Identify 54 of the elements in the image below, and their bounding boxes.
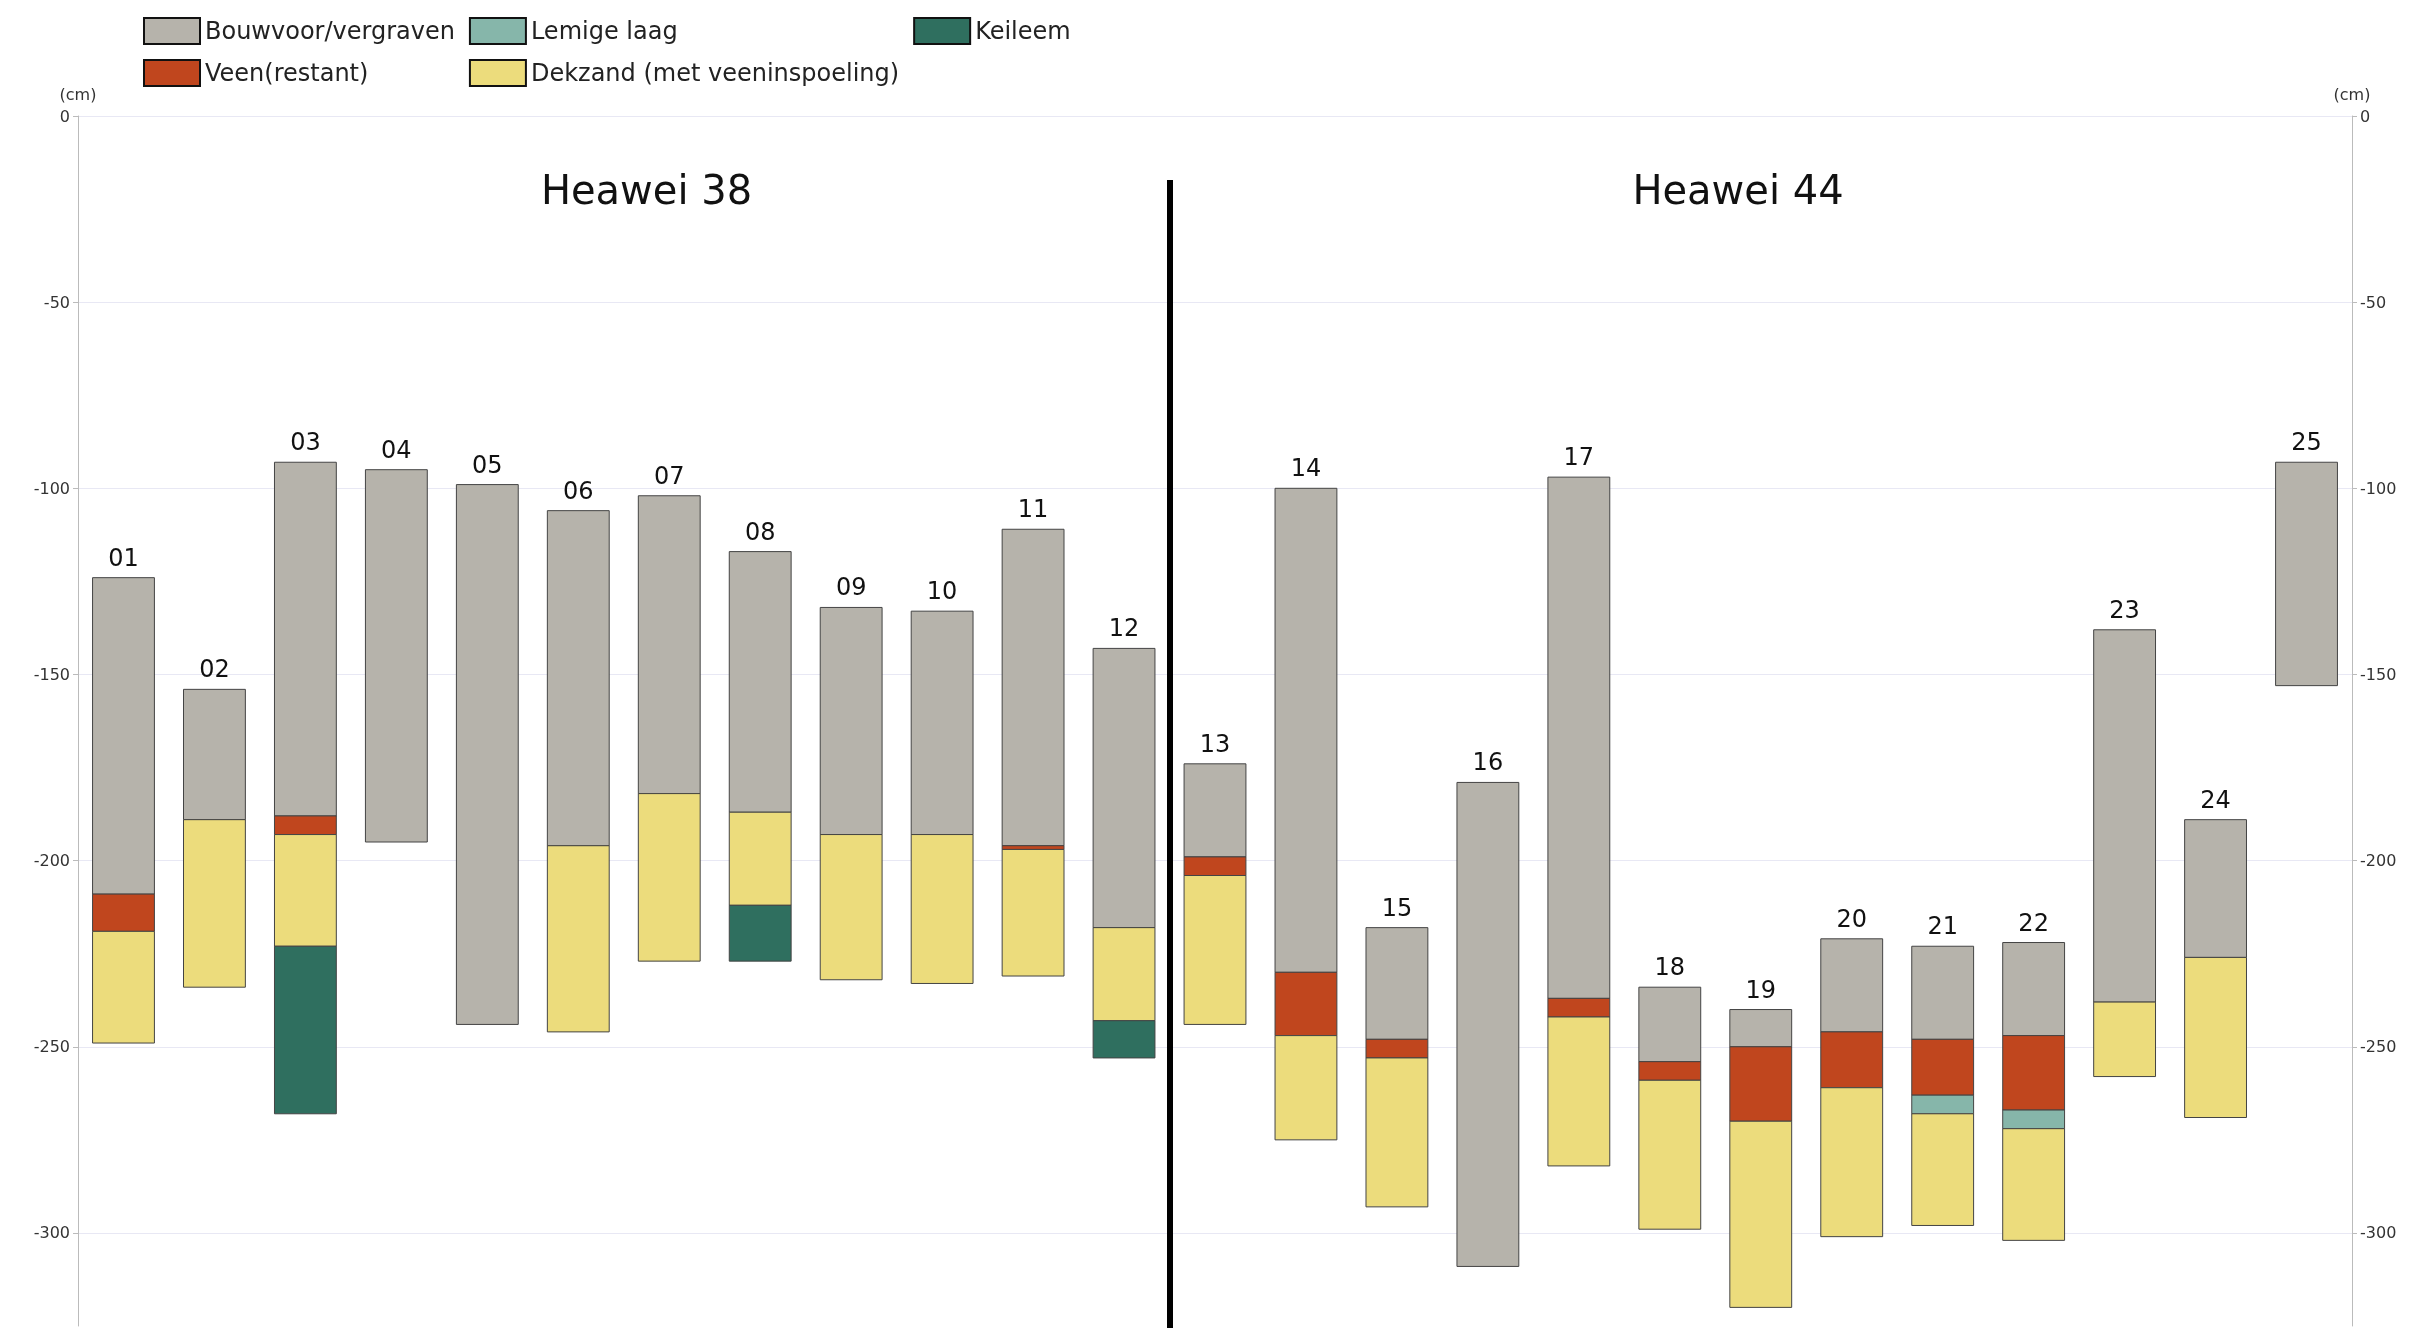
x-tick-label: 13 <box>1199 729 1231 758</box>
x-tick-label: 18 <box>1654 953 1686 982</box>
y-tick-label: -150 <box>33 664 70 684</box>
bar <box>455 484 519 1025</box>
legend-label: Lemige laag <box>530 17 678 45</box>
bar <box>1456 781 1520 1267</box>
x-tick-label: 09 <box>835 573 867 602</box>
y2-axis-title: (cm) <box>2333 84 2371 104</box>
annotation: Heawei 38 <box>540 167 753 214</box>
x-tick-label: 06 <box>563 476 594 505</box>
x-tick-label: 23 <box>2109 595 2140 624</box>
x-tick-label: 25 <box>2291 428 2322 457</box>
legend-label: Dekzand (met veeninspoeling) <box>530 59 900 87</box>
y2-tick-label: -100 <box>2360 478 2397 498</box>
x-tick-label: 19 <box>1745 975 1777 1004</box>
bar <box>1001 848 1065 977</box>
x-tick-label: 10 <box>926 577 958 606</box>
x-tick-label: 11 <box>1017 495 1049 524</box>
x-tick-label: 02 <box>199 655 230 684</box>
legend-label: Veen(restant) <box>205 59 369 87</box>
x-tick-label: 15 <box>1381 893 1413 922</box>
y2-tick-label: -200 <box>2360 851 2397 871</box>
y-tick-label: -100 <box>33 478 70 498</box>
y2-tick-label: -150 <box>2360 664 2397 684</box>
y2-tick-label: -50 <box>2360 292 2387 312</box>
legend-label: Bouwvoor/vergraven <box>205 17 455 45</box>
x-tick-label: 05 <box>472 450 503 479</box>
y-tick-label: -300 <box>33 1223 70 1243</box>
y-tick-label: -250 <box>33 1037 70 1057</box>
bar <box>1001 528 1065 847</box>
x-tick-label: 16 <box>1472 748 1504 777</box>
y2-tick-label: 0 <box>2360 106 2371 126</box>
y-tick-label: -200 <box>33 851 70 871</box>
x-tick-label: 12 <box>1108 614 1140 643</box>
x-tick-label: 14 <box>1290 454 1322 483</box>
x-tick-label: 07 <box>653 461 685 490</box>
x-tick-label: 17 <box>1563 443 1595 472</box>
bar <box>364 469 428 843</box>
y2-tick-label: -250 <box>2360 1037 2397 1057</box>
x-tick-label: 04 <box>381 435 412 464</box>
x-tick-label: 03 <box>290 428 321 457</box>
bar <box>2275 461 2338 687</box>
x-tick-label: 01 <box>108 543 139 572</box>
annotation: Heawei 44 <box>1632 167 1844 214</box>
x-tick-label: 20 <box>1836 904 1867 933</box>
legend-label: Keileem <box>975 17 1071 45</box>
y-tick-label: 0 <box>59 106 70 126</box>
x-tick-label: 21 <box>1927 912 1958 941</box>
y2-tick-label: -300 <box>2360 1223 2397 1243</box>
x-tick-label: 22 <box>2018 908 2049 937</box>
y-axis-title: (cm) <box>59 84 97 104</box>
x-tick-label: 08 <box>744 517 776 546</box>
y-tick-label: -50 <box>43 292 70 312</box>
x-tick-label: 24 <box>2200 785 2231 814</box>
